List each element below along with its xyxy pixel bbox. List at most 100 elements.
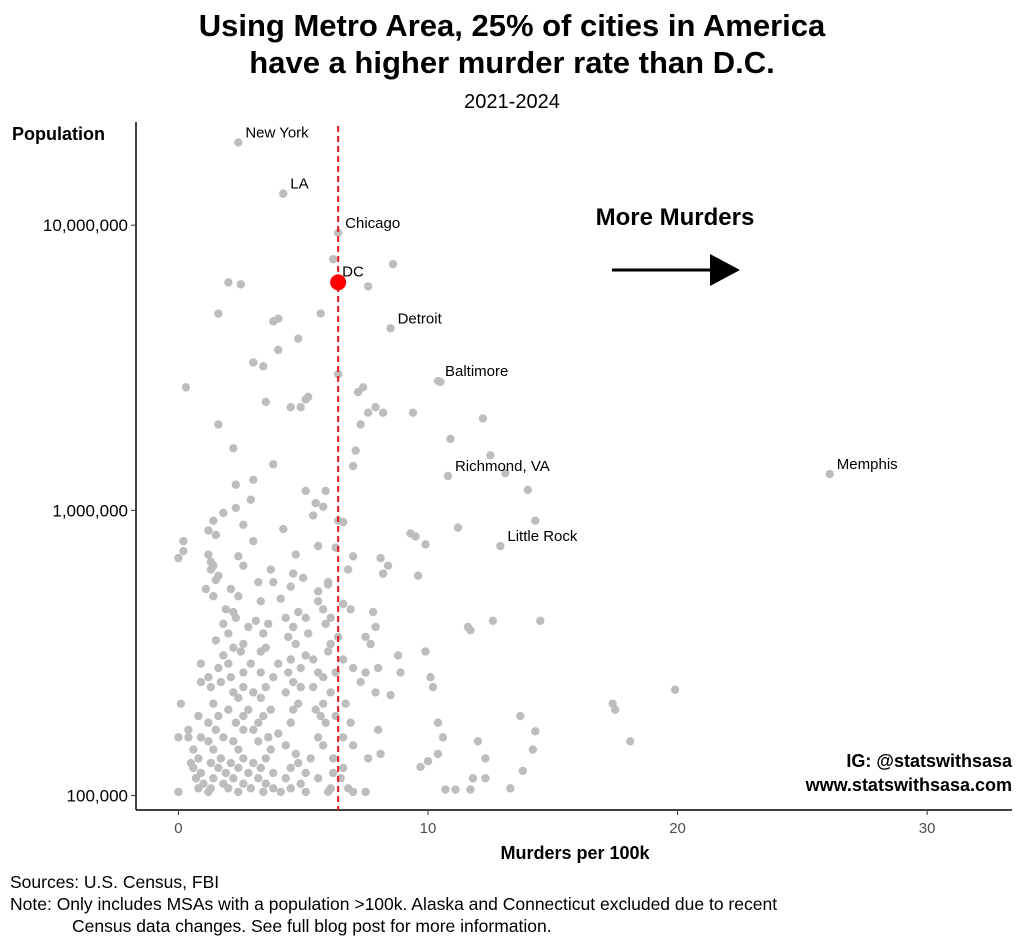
data-point (486, 451, 495, 460)
data-point (184, 733, 193, 742)
labeled-data-point (333, 228, 343, 238)
data-point (196, 733, 206, 742)
data-point (301, 613, 310, 623)
data-point (174, 553, 183, 563)
data-point (266, 705, 275, 714)
data-point (366, 639, 375, 649)
data-point (256, 647, 265, 656)
chart-title-line1: Using Metro Area, 25% of cities in Ameri… (199, 8, 826, 43)
data-point (316, 711, 325, 721)
labeled-data-point (234, 138, 243, 147)
data-point (174, 787, 183, 797)
data-point (236, 647, 246, 656)
point-label: Baltimore (445, 363, 508, 380)
data-point (328, 754, 338, 763)
data-point (368, 607, 378, 617)
data-point (363, 754, 373, 763)
data-point (244, 622, 253, 632)
data-point (363, 282, 373, 291)
data-point (204, 787, 213, 797)
data-point (234, 592, 243, 601)
data-point (301, 651, 310, 660)
data-point (276, 594, 285, 603)
data-point (323, 787, 333, 797)
data-point (239, 711, 248, 721)
data-point (274, 345, 283, 355)
x-tick-label: 10 (420, 820, 437, 837)
data-point (501, 468, 510, 478)
data-point (531, 516, 540, 525)
data-point (433, 718, 443, 727)
point-label: Detroit (398, 310, 443, 327)
data-point (323, 647, 333, 656)
data-point (174, 733, 183, 742)
data-point (313, 733, 323, 742)
data-point (244, 705, 253, 714)
data-point (244, 768, 253, 778)
data-point (284, 668, 293, 677)
data-point (231, 503, 241, 513)
data-point (313, 597, 323, 606)
data-point (234, 693, 243, 703)
data-point (219, 733, 228, 742)
data-point (266, 565, 275, 574)
data-point (214, 663, 223, 673)
data-point (289, 622, 298, 632)
data-point (184, 725, 193, 735)
data-point (181, 383, 191, 392)
data-point (229, 643, 238, 652)
data-point (269, 784, 278, 793)
data-point (189, 763, 198, 773)
data-point (209, 699, 218, 708)
data-point (286, 582, 295, 591)
footer-note-line1: Note: Only includes MSAs with a populati… (10, 894, 778, 914)
data-point (274, 659, 283, 668)
data-point (231, 480, 241, 489)
credit-instagram: IG: @statswithsasa (846, 751, 1013, 771)
data-point (224, 278, 233, 287)
data-point (396, 668, 405, 677)
data-point (254, 718, 263, 727)
data-point (294, 334, 303, 343)
data-point (481, 754, 490, 763)
data-point (416, 762, 425, 772)
data-point (313, 774, 323, 783)
labeled-data-point (386, 324, 395, 333)
point-label: Memphis (837, 456, 898, 473)
data-point (378, 408, 388, 417)
labeled-data-point (496, 541, 505, 551)
data-point (214, 420, 223, 429)
data-point (279, 524, 288, 534)
data-point (361, 632, 370, 642)
data-point (299, 573, 308, 583)
data-point (259, 787, 268, 797)
data-point (219, 619, 228, 629)
data-point (239, 639, 248, 649)
y-tick-label: 100,000 (67, 787, 128, 806)
data-point (204, 526, 213, 535)
data-point (506, 784, 515, 793)
data-point (221, 768, 231, 778)
data-point (318, 673, 328, 682)
data-point (670, 685, 680, 694)
data-point (348, 663, 358, 673)
data-point (371, 622, 380, 632)
data-point (286, 655, 295, 664)
data-point (421, 540, 430, 549)
data-point (625, 737, 635, 746)
y-axis-title: Population (12, 124, 105, 144)
data-point (209, 592, 218, 601)
data-point (274, 314, 283, 323)
data-point (308, 655, 318, 664)
data-point (259, 629, 268, 638)
data-point (306, 754, 315, 763)
data-point (338, 599, 348, 609)
data-point (304, 629, 313, 638)
data-point (438, 733, 448, 742)
x-tick-label: 0 (174, 820, 182, 837)
data-point (296, 682, 305, 692)
data-point (426, 673, 435, 682)
data-point (264, 619, 273, 629)
data-point (229, 444, 238, 453)
